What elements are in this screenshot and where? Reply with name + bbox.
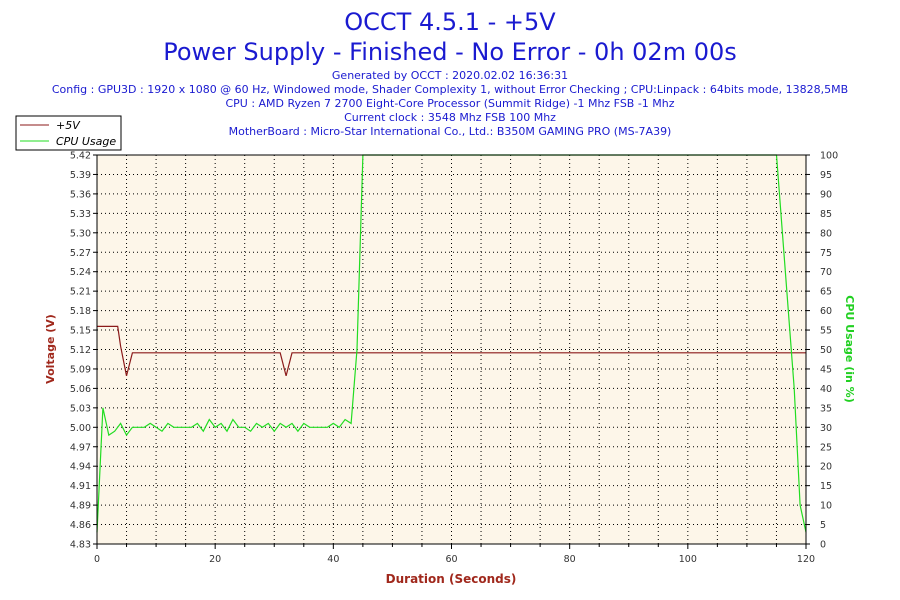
ticks: 4.83 04.86 54.89 104.91 154.94 204.97 255.00 30… [70,151,838,566]
y-left-tick-label: 5.30 [70,228,91,239]
y-left-tick-label: 5.15 [70,326,91,337]
series-cpu-usage-line [96,154,807,533]
y-right-tick-label: 60 [820,306,832,317]
legend: +5V CPU Usage [15,115,122,151]
y-right-tick-label: 55 [820,326,832,337]
y-right-tick-label: 65 [820,287,832,298]
series-layer [96,154,807,533]
y-right-tick-label: 95 [820,170,832,181]
y-right-tick-label: 45 [820,364,832,375]
info-clock: Current clock : 3548 Mhz FSB 100 Mhz [344,111,556,124]
x-tick-label: 120 [797,554,815,565]
legend-box [15,115,122,151]
series-voltage-line [97,325,806,377]
y-right-tick-label: 75 [820,248,832,259]
info-motherboard: MotherBoard : Micro-Star International C… [229,125,672,138]
y-right-tick-label: 30 [820,423,832,434]
y-right-tick-label: 90 [820,189,832,200]
y-right-tick-label: 15 [820,481,832,492]
info-cpu: CPU : AMD Ryzen 7 2700 Eight-Core Proces… [225,97,674,110]
y-left-tick-label: 4.94 [70,462,91,473]
y-right-tick-label: 0 [820,540,826,551]
x-tick-label: 60 [445,554,457,565]
y-left-tick-label: 5.12 [70,345,91,356]
y-left-tick-label: 5.33 [70,209,91,220]
grid [97,155,806,544]
y-left-tick-label: 5.36 [70,189,91,200]
plot-area [97,155,806,544]
info-generated: Generated by OCCT : 2020.02.02 16:36:31 [332,69,568,82]
chart-title: OCCT 4.5.1 - +5V [344,8,556,36]
y-left-tick-label: 5.03 [70,403,91,414]
y-left-tick-label: 5.21 [70,287,91,298]
y-left-tick-label: 4.86 [70,520,91,531]
y-right-tick-label: 80 [820,228,832,239]
y-left-axis-title: Voltage (V) [44,314,57,384]
x-axis-title: Duration (Seconds) [386,572,517,586]
x-tick-label: 20 [209,554,221,565]
info-config: Config : GPU3D : 1920 x 1080 @ 60 Hz, Wi… [52,83,848,96]
y-right-tick-label: 20 [820,462,832,473]
y-left-tick-label: 5.42 [70,151,91,162]
y-right-tick-label: 85 [820,209,832,220]
x-tick-label: 40 [327,554,339,565]
y-right-axis-title: CPU Usage (in %) [843,295,856,402]
y-right-tick-label: 70 [820,267,832,278]
legend-label-voltage: +5V [56,119,81,132]
y-left-tick-label: 4.89 [70,501,91,512]
y-left-tick-label: 4.97 [70,442,91,453]
y-right-tick-label: 10 [820,501,832,512]
y-right-tick-label: 35 [820,403,832,414]
y-left-tick-label: 5.00 [70,423,91,434]
x-tick-label: 0 [94,554,100,565]
y-right-tick-label: 5 [820,520,826,531]
y-left-tick-label: 5.39 [70,170,91,181]
chart-subtitle: Power Supply - Finished - No Error - 0h … [163,38,737,66]
y-left-tick-label: 5.09 [70,364,91,375]
x-tick-label: 80 [564,554,576,565]
y-left-tick-label: 5.06 [70,384,91,395]
y-right-tick-label: 50 [820,345,832,356]
y-left-tick-label: 5.27 [70,248,91,259]
x-tick-label: 100 [679,554,697,565]
y-right-tick-label: 25 [820,442,832,453]
y-left-tick-label: 4.83 [70,540,91,551]
y-left-tick-label: 5.24 [70,267,91,278]
y-left-tick-label: 4.91 [70,481,91,492]
legend-label-cpu: CPU Usage [56,135,116,148]
y-left-tick-label: 5.18 [70,306,91,317]
y-right-tick-label: 100 [820,151,838,162]
y-right-tick-label: 40 [820,384,832,395]
